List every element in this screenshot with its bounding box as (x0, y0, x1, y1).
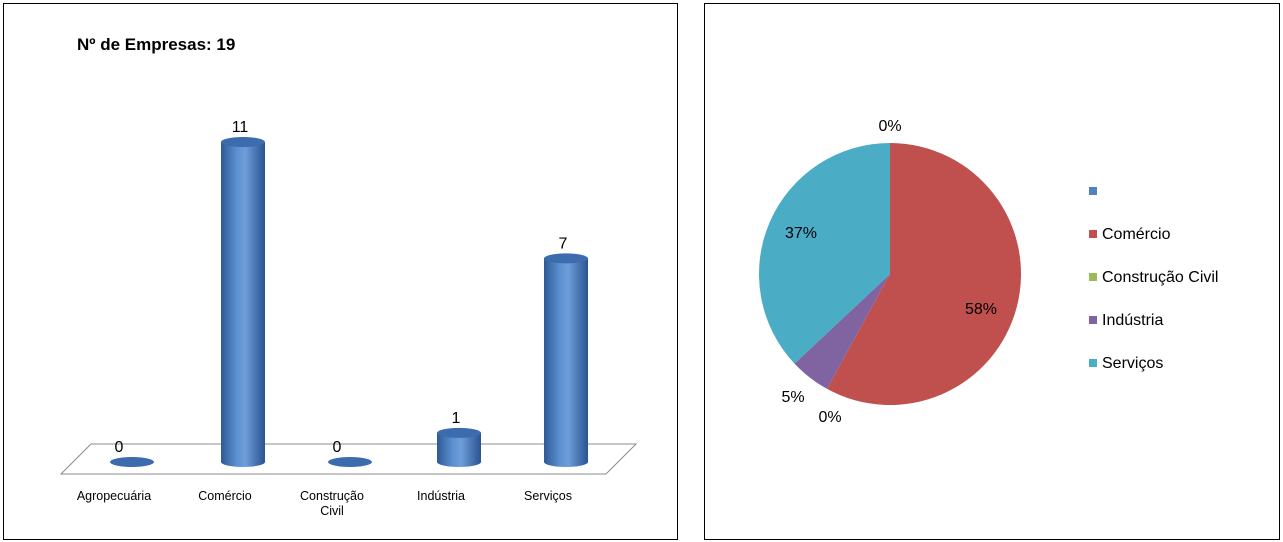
legend-swatch (1089, 316, 1097, 324)
legend-label: Indústria (1102, 312, 1163, 329)
bar (437, 432, 481, 467)
pie-slice (759, 143, 890, 364)
bar (221, 142, 265, 467)
legend-label: Serviços (1102, 355, 1163, 372)
pie-slice (794, 274, 890, 389)
category-label: Indústria (417, 489, 465, 503)
bar-chart-title: Nº de Empresas: 19 (77, 35, 235, 54)
bar-data-label: 1 (452, 410, 461, 427)
pie-data-label: 0% (818, 409, 841, 426)
legend-swatch (1089, 273, 1097, 281)
bar (544, 258, 588, 467)
pie-data-label: 37% (785, 225, 817, 242)
bar-top (437, 427, 481, 438)
legend-swatch (1089, 359, 1097, 367)
pie-chart-panel: 0% 58% 0% 5% 37% Comércio Construção Civil In… (704, 3, 1280, 540)
bar-top (544, 253, 588, 264)
legend-swatch (1089, 187, 1097, 195)
legend-label: Comércio (1102, 226, 1171, 243)
pie-data-label: 5% (781, 389, 804, 406)
legend-swatch (1089, 230, 1097, 238)
bar-zero-disc (110, 457, 154, 467)
bar-data-label: 11 (232, 119, 249, 136)
bar-data-label: 0 (333, 439, 342, 456)
category-label: Civil (320, 504, 344, 518)
pie-data-label: 58% (965, 301, 997, 318)
bar-data-label: 0 (115, 439, 124, 456)
category-label: Agropecuária (77, 489, 151, 503)
bar-top (221, 137, 265, 147)
bar-data-label: 7 (559, 235, 568, 252)
pie-chart: 0% 58% 0% 5% 37% Comércio Construção Civil In… (759, 118, 1218, 426)
bar-chart-panel: Nº de Empresas: 19 0 Agropecuária 11 Comérc… (3, 3, 678, 540)
legend-label: Construção Civil (1102, 269, 1218, 286)
category-label: Comércio (198, 489, 252, 503)
category-label: Serviços (524, 489, 572, 503)
pie-slice (826, 143, 1021, 406)
bar-zero-disc (328, 457, 372, 467)
bar-chart: Nº de Empresas: 19 0 Agropecuária 11 Comérc… (59, 35, 638, 518)
category-label: Construção (300, 489, 364, 503)
pie-top-label: 0% (878, 118, 901, 135)
